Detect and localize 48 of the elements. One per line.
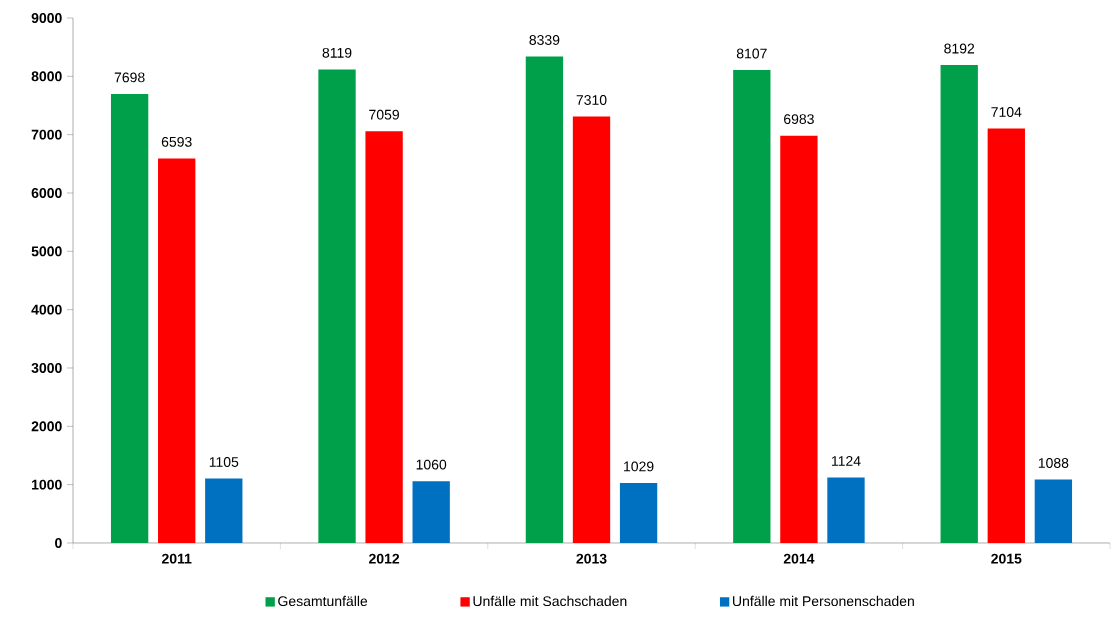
y-tick-label: 6000 (31, 188, 62, 198)
legend-label: Gesamtunfälle (278, 595, 368, 607)
y-tick-label: 7000 (31, 129, 62, 140)
bar (572, 116, 611, 543)
data-label: 6983 (784, 114, 814, 125)
data-label: 1088 (1038, 458, 1069, 468)
bar (827, 477, 865, 543)
data-label: 7698 (114, 72, 145, 83)
data-label: 8119 (322, 47, 352, 58)
bar (733, 70, 771, 543)
data-label: 1029 (624, 461, 654, 472)
y-tick-label: 9000 (31, 13, 62, 23)
x-tick-label: 2012 (369, 553, 400, 564)
bar (525, 56, 564, 543)
legend-label: Unfälle mit Personenschaden (733, 595, 914, 607)
data-label: 7310 (576, 95, 607, 105)
bar (940, 65, 978, 543)
data-label: 8107 (736, 48, 767, 59)
data-label: 7059 (369, 109, 399, 120)
y-tick-label: 4000 (31, 304, 62, 315)
y-tick-label: 1000 (32, 479, 62, 490)
bar (1034, 479, 1073, 543)
y-tick-label: 0 (55, 538, 62, 548)
data-label: 8339 (529, 35, 560, 45)
y-tick-label: 2000 (31, 421, 62, 432)
bar (158, 158, 196, 543)
legend-label: Unfälle mit Sachschaden (473, 595, 627, 607)
bar (318, 69, 356, 543)
x-tick-label: 2014 (783, 553, 815, 564)
x-tick-label: 2015 (991, 553, 1022, 564)
data-label: 1060 (416, 459, 447, 470)
x-tick-label: 2013 (576, 553, 607, 564)
bar (412, 481, 450, 543)
bar (780, 135, 818, 543)
y-tick-label: 8000 (31, 71, 62, 82)
data-label: 8192 (944, 43, 975, 54)
data-label: 6593 (161, 136, 192, 147)
bar (619, 482, 658, 543)
x-tick-label: 2011 (162, 553, 192, 564)
bar (110, 93, 149, 543)
data-label: 1105 (209, 457, 239, 467)
y-tick-label: 3000 (31, 363, 62, 373)
data-label: 1124 (832, 456, 861, 466)
y-tick-label: 5000 (31, 246, 62, 257)
bar (205, 478, 243, 543)
data-label: 7104 (991, 107, 1022, 117)
bar (365, 131, 403, 543)
bar (987, 128, 1025, 543)
